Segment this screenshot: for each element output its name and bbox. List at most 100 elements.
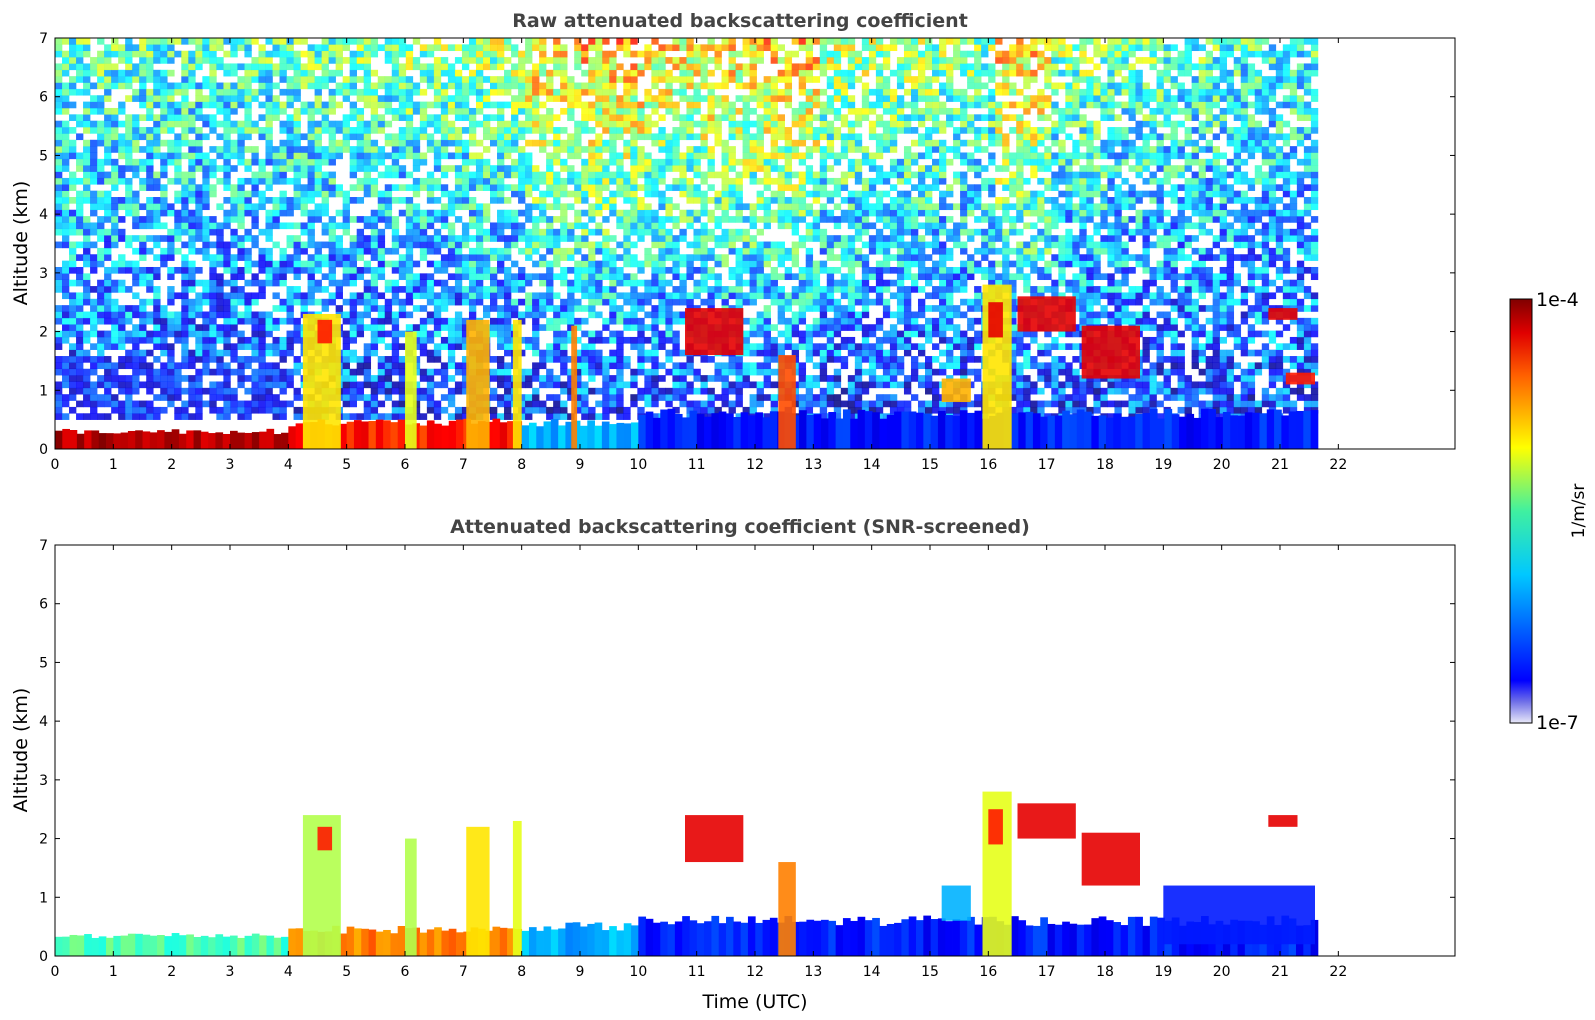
noise-cell xyxy=(637,394,645,401)
noise-cell xyxy=(202,165,210,172)
noise-cell xyxy=(293,298,301,306)
noise-cell xyxy=(405,152,414,160)
noise-cell xyxy=(139,266,147,274)
noise-cell xyxy=(300,184,308,191)
noise-cell xyxy=(363,190,372,198)
noise-cell xyxy=(265,254,273,261)
noise-cell xyxy=(125,330,133,338)
noise-cell xyxy=(398,127,407,134)
noise-cell xyxy=(230,279,238,287)
noise-cell xyxy=(665,305,673,312)
noise-cell xyxy=(118,101,126,109)
noise-cell xyxy=(412,158,421,166)
noise-cell xyxy=(342,44,350,52)
noise-cell xyxy=(328,146,336,153)
noise-cell xyxy=(623,190,631,198)
noise-cell xyxy=(574,82,582,90)
noise-cell xyxy=(398,209,407,217)
noise-cell xyxy=(756,241,764,249)
noise-cell xyxy=(111,177,119,185)
noise-cell xyxy=(286,63,294,71)
noise-cell xyxy=(630,88,638,96)
noise-cell xyxy=(490,44,498,52)
noise-cell xyxy=(251,63,259,71)
noise-cell xyxy=(321,101,329,109)
noise-cell xyxy=(55,146,63,153)
noise-cell xyxy=(672,286,680,293)
noise-cell xyxy=(553,400,561,408)
noise-cell xyxy=(181,324,189,331)
noise-cell xyxy=(97,298,105,306)
noise-cell xyxy=(714,133,722,141)
noise-cell xyxy=(791,317,800,325)
noise-cell xyxy=(258,190,266,198)
noise-cell xyxy=(370,273,379,281)
noise-cell xyxy=(539,241,547,249)
noise-cell xyxy=(167,114,175,121)
noise-cell xyxy=(518,298,526,306)
noise-cell xyxy=(504,305,512,312)
noise-cell xyxy=(637,158,645,166)
noise-cell xyxy=(398,44,407,52)
noise-cell xyxy=(707,387,715,395)
noise-cell xyxy=(497,317,505,325)
noise-cell xyxy=(700,76,708,83)
noise-cell xyxy=(258,406,266,414)
noise-cell xyxy=(468,235,477,242)
noise-cell xyxy=(546,190,554,198)
noise-cell xyxy=(567,76,575,83)
noise-cell xyxy=(714,197,722,204)
noise-cell xyxy=(272,107,280,115)
noise-cell xyxy=(651,177,659,185)
noise-cell xyxy=(272,381,280,389)
noise-cell xyxy=(518,184,526,191)
noise-cell xyxy=(644,381,652,389)
noise-cell xyxy=(805,266,814,274)
noise-cell xyxy=(328,216,336,223)
noise-cell xyxy=(223,254,231,261)
noise-cell xyxy=(658,305,666,312)
noise-cell xyxy=(167,158,175,166)
noise-cell xyxy=(286,44,294,52)
noise-cell xyxy=(812,324,821,331)
noise-cell xyxy=(139,88,147,96)
noise-cell xyxy=(195,63,203,71)
noise-cell xyxy=(55,241,63,249)
noise-cell xyxy=(812,235,821,242)
noise-cell xyxy=(377,197,386,204)
noise-cell xyxy=(111,241,119,249)
noise-cell xyxy=(153,171,161,179)
noise-cell xyxy=(574,368,582,376)
noise-cell xyxy=(230,50,238,58)
noise-cell xyxy=(62,101,70,109)
noise-cell xyxy=(391,63,400,71)
noise-cell xyxy=(391,247,400,255)
noise-cell xyxy=(644,349,652,357)
noise-cell xyxy=(258,375,266,382)
noise-cell xyxy=(188,298,196,306)
noise-cell xyxy=(97,292,105,300)
noise-cell xyxy=(735,216,743,223)
noise-cell xyxy=(356,133,365,141)
noise-cell xyxy=(693,158,701,166)
noise-cell xyxy=(539,235,547,242)
noise-cell xyxy=(244,101,252,109)
noise-cell xyxy=(539,50,547,58)
noise-cell xyxy=(293,120,301,128)
noise-cell xyxy=(433,177,442,185)
noise-cell xyxy=(686,158,694,166)
noise-cell xyxy=(454,216,463,223)
noise-cell xyxy=(384,209,393,217)
noise-cell xyxy=(497,400,505,408)
noise-cell xyxy=(433,158,442,166)
noise-cell xyxy=(384,152,393,160)
noise-cell xyxy=(574,273,582,281)
noise-cell xyxy=(791,260,800,268)
noise-cell xyxy=(791,292,800,300)
noise-cell xyxy=(511,50,519,58)
noise-cell xyxy=(707,235,715,242)
noise-cell xyxy=(447,375,456,382)
noise-cell xyxy=(728,400,736,408)
noise-cell xyxy=(237,336,245,344)
noise-cell xyxy=(602,171,610,179)
